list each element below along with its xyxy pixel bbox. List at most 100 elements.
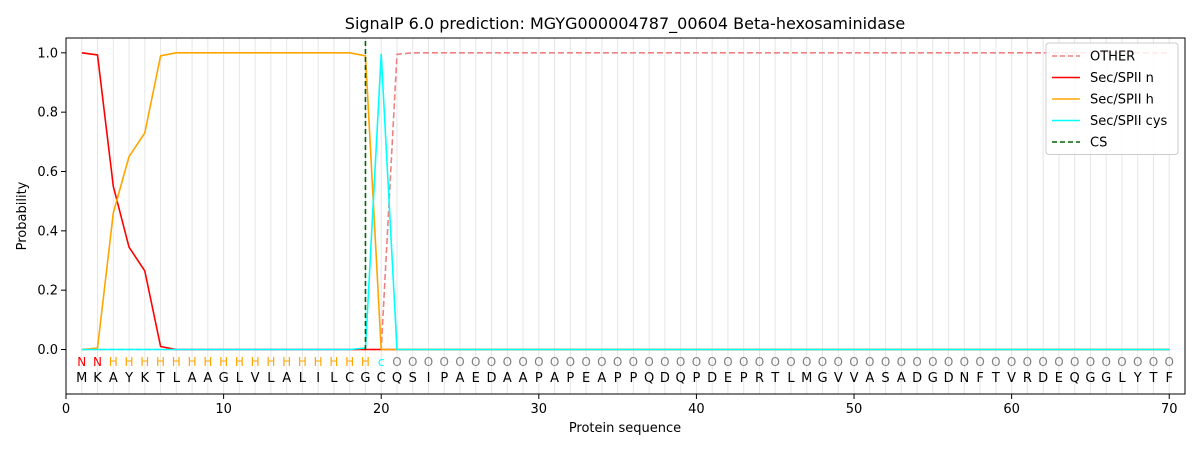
sequence-residue: V bbox=[1007, 371, 1016, 386]
annotation-label: O bbox=[660, 355, 669, 369]
sequence-residue: Y bbox=[1133, 371, 1142, 386]
annotation-label: O bbox=[865, 355, 874, 369]
annotation-label: H bbox=[345, 355, 354, 369]
annotation-label: H bbox=[314, 355, 323, 369]
sequence-residue: A bbox=[550, 371, 559, 386]
annotation-label: H bbox=[156, 355, 165, 369]
sequence-residue: T bbox=[1149, 371, 1158, 386]
annotation-label: O bbox=[1149, 355, 1158, 369]
sequence-residue: K bbox=[141, 371, 150, 386]
annotation-label: O bbox=[534, 355, 543, 369]
sequence-residue: I bbox=[427, 371, 431, 386]
sequence-residue: P bbox=[740, 371, 748, 386]
annotation-label: H bbox=[125, 355, 134, 369]
sequence-residue: G bbox=[360, 371, 370, 386]
annotation-label: H bbox=[109, 355, 118, 369]
annotation-label: O bbox=[739, 355, 748, 369]
sequence-residue: P bbox=[440, 371, 448, 386]
series-line-sec-spii-cys bbox=[81, 53, 1170, 351]
sequence-residue: A bbox=[282, 371, 291, 386]
sequence-residue: A bbox=[109, 371, 118, 386]
annotation-label: O bbox=[897, 355, 906, 369]
annotation-label: O bbox=[676, 355, 685, 369]
annotation-label: O bbox=[1133, 355, 1142, 369]
annotation-label: O bbox=[1117, 355, 1126, 369]
annotation-label: H bbox=[172, 355, 181, 369]
x-tick-label: 30 bbox=[531, 402, 548, 417]
annotation-label: O bbox=[975, 355, 984, 369]
x-axis-label: Protein sequence bbox=[569, 421, 681, 436]
annotation-label: O bbox=[1086, 355, 1095, 369]
series-line-sec-spii-h bbox=[81, 51, 1170, 351]
series-line-other bbox=[81, 51, 1170, 351]
sequence-residue: L bbox=[299, 371, 307, 386]
legend-label: CS bbox=[1090, 136, 1107, 151]
annotation-label: O bbox=[912, 355, 921, 369]
annotation-label: O bbox=[644, 355, 653, 369]
sequence-residue: T bbox=[991, 371, 1000, 386]
annotation-label: O bbox=[692, 355, 701, 369]
sequence-residue: V bbox=[850, 371, 859, 386]
x-tick-label: 60 bbox=[1003, 402, 1020, 417]
sequence-residue: C bbox=[377, 371, 386, 386]
annotation-label: H bbox=[266, 355, 275, 369]
legend-label: OTHER bbox=[1090, 50, 1135, 65]
sequence-residue: F bbox=[976, 371, 983, 386]
annotation-label: O bbox=[566, 355, 575, 369]
annotation-label: O bbox=[550, 355, 559, 369]
annotation-label: O bbox=[881, 355, 890, 369]
annotation-label: O bbox=[770, 355, 779, 369]
x-tick-label: 0 bbox=[62, 402, 70, 417]
annotation-label: O bbox=[802, 355, 811, 369]
sequence-residue: F bbox=[1165, 371, 1172, 386]
legend-label: Sec/SPII cys bbox=[1090, 114, 1168, 129]
sequence-residue: L bbox=[267, 371, 275, 386]
annotation-label: O bbox=[991, 355, 1000, 369]
sequence-residue: V bbox=[834, 371, 843, 386]
annotation-label: N bbox=[77, 355, 86, 369]
annotation-label: O bbox=[455, 355, 464, 369]
annotation-label: c bbox=[378, 355, 385, 369]
sequence-residue: L bbox=[787, 371, 795, 386]
annotation-label: H bbox=[329, 355, 338, 369]
sequence-residue: Q bbox=[644, 371, 654, 386]
sequence-residue: D bbox=[1038, 371, 1048, 386]
y-tick-label: 0.4 bbox=[37, 224, 58, 239]
sequence-residue: E bbox=[724, 371, 732, 386]
sequence-residue: L bbox=[330, 371, 338, 386]
annotation-label: O bbox=[392, 355, 401, 369]
sequence-residue: S bbox=[409, 371, 417, 386]
y-axis-label: Probability bbox=[15, 181, 30, 250]
sequence-residue: R bbox=[755, 371, 764, 386]
x-tick-label: 40 bbox=[688, 402, 705, 417]
sequence-residue: G bbox=[928, 371, 938, 386]
annotation-label: O bbox=[471, 355, 480, 369]
x-tick-label: 20 bbox=[373, 402, 390, 417]
annotation-label: O bbox=[928, 355, 937, 369]
annotation-label: O bbox=[613, 355, 622, 369]
annotation-label: O bbox=[1054, 355, 1063, 369]
y-axis-ticks: 0.0 0.2 0.4 0.6 0.8 1.0 bbox=[37, 46, 66, 358]
sequence-residue: R bbox=[1023, 371, 1032, 386]
annotation-label: O bbox=[849, 355, 858, 369]
annotation-label: O bbox=[408, 355, 417, 369]
sequence-residue: P bbox=[566, 371, 574, 386]
sequence-residue: M bbox=[801, 371, 812, 386]
annotation-label: H bbox=[188, 355, 197, 369]
annotation-label: O bbox=[723, 355, 732, 369]
sequence-residue: D bbox=[912, 371, 922, 386]
residue-grid bbox=[81, 38, 1170, 394]
annotation-label: O bbox=[597, 355, 606, 369]
series-line-sec-spii-n bbox=[81, 52, 1170, 351]
annotation-label: O bbox=[487, 355, 496, 369]
annotation-label: O bbox=[1007, 355, 1016, 369]
sequence-residue: P bbox=[693, 371, 701, 386]
sequence-residue: M bbox=[76, 371, 87, 386]
sequence-residue: C bbox=[345, 371, 354, 386]
sequence-residue: T bbox=[156, 371, 165, 386]
annotation-label: O bbox=[1165, 355, 1174, 369]
sequence-residue: D bbox=[707, 371, 717, 386]
sequence-residue: P bbox=[535, 371, 543, 386]
legend-label: Sec/SPII n bbox=[1090, 71, 1154, 86]
